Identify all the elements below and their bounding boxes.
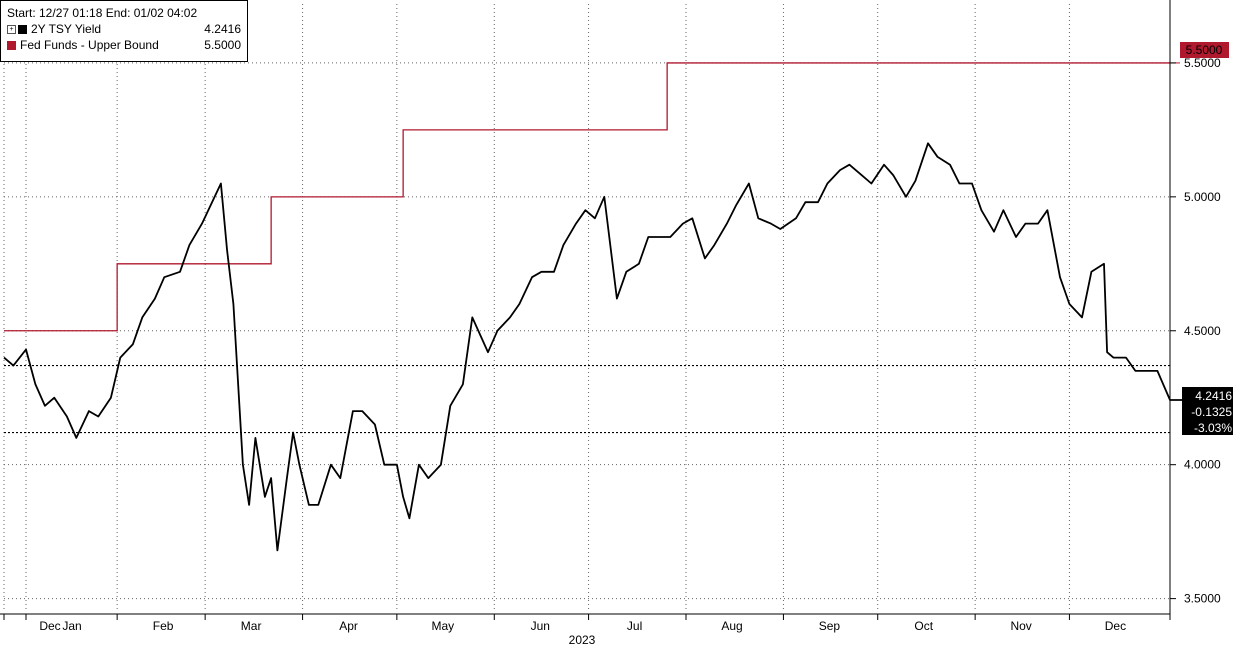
yield-callout-change: -0.1325 <box>1191 405 1232 419</box>
x-tick-label: Feb <box>153 619 174 633</box>
x-tick-label: Jun <box>531 619 550 633</box>
y-axis: 3.5000 4.0000 4.5000 5.0000 5.5000 <box>1169 0 1221 620</box>
legend-label-fed: Fed Funds - Upper Bound <box>20 38 159 52</box>
series-layer <box>3 62 1182 552</box>
y-tick-label: 5.5000 <box>1184 56 1221 70</box>
x-tick-label: Dec <box>39 619 60 633</box>
x-tick-label: Jul <box>627 619 642 633</box>
y-tick-label: 3.5000 <box>1184 592 1221 606</box>
x-axis-label: 2023 <box>569 633 596 647</box>
legend: Start: 12/27 01:18 End: 01/02 04:02 + 2Y… <box>0 0 248 62</box>
grid-lines <box>3 4 1170 612</box>
legend-value-yield: 4.2416 <box>204 22 241 36</box>
x-axis: Dec Jan Feb Mar Apr May Jun Jul Aug Sep Oct Nov Dec <box>0 613 1170 633</box>
fed-callout-value: 5.5000 <box>1186 43 1223 57</box>
y-tick-label: 5.0000 <box>1184 190 1221 204</box>
x-tick-label: Sep <box>819 619 841 633</box>
yield-callout-pct: -3.03% <box>1194 421 1232 435</box>
x-tick-label: Jan <box>62 619 81 633</box>
legend-item-yield[interactable]: + 2Y TSY Yield 4.2416 <box>7 21 241 37</box>
legend-value-fed: 5.5000 <box>204 38 241 52</box>
legend-header-text: Start: 12/27 01:18 End: 01/02 04:02 <box>7 6 198 20</box>
x-tick-label: Apr <box>339 619 358 633</box>
x-tick-label: Dec <box>1105 619 1126 633</box>
fed-funds-series-line <box>4 62 1170 332</box>
x-tick-label: Aug <box>721 619 742 633</box>
yield-series-line <box>3 142 1182 552</box>
x-tick-label: Oct <box>914 619 933 633</box>
legend-item-fed[interactable]: Fed Funds - Upper Bound 5.5000 <box>7 37 241 53</box>
yield-callout-last: 4.2416 <box>1195 389 1232 403</box>
fed-callout-box <box>1180 42 1229 58</box>
x-tick-label: May <box>432 619 455 633</box>
legend-label-yield: 2Y TSY Yield <box>31 22 102 36</box>
yield-callout-box <box>1182 387 1233 435</box>
x-tick-label: Mar <box>241 619 262 633</box>
yield-swatch-icon <box>18 24 27 34</box>
reference-lines <box>4 364 1170 434</box>
fed-callout: 5.5000 <box>1180 42 1229 58</box>
expand-icon[interactable]: + <box>7 24 16 34</box>
x-tick-label: Nov <box>1010 619 1031 633</box>
y-tick-label: 4.5000 <box>1184 324 1221 338</box>
y-tick-label: 4.0000 <box>1184 458 1221 472</box>
yield-callout: 4.2416 -0.1325 -3.03% <box>1182 387 1233 435</box>
fed-swatch-icon <box>7 40 16 50</box>
legend-header: Start: 12/27 01:18 End: 01/02 04:02 <box>7 5 241 21</box>
